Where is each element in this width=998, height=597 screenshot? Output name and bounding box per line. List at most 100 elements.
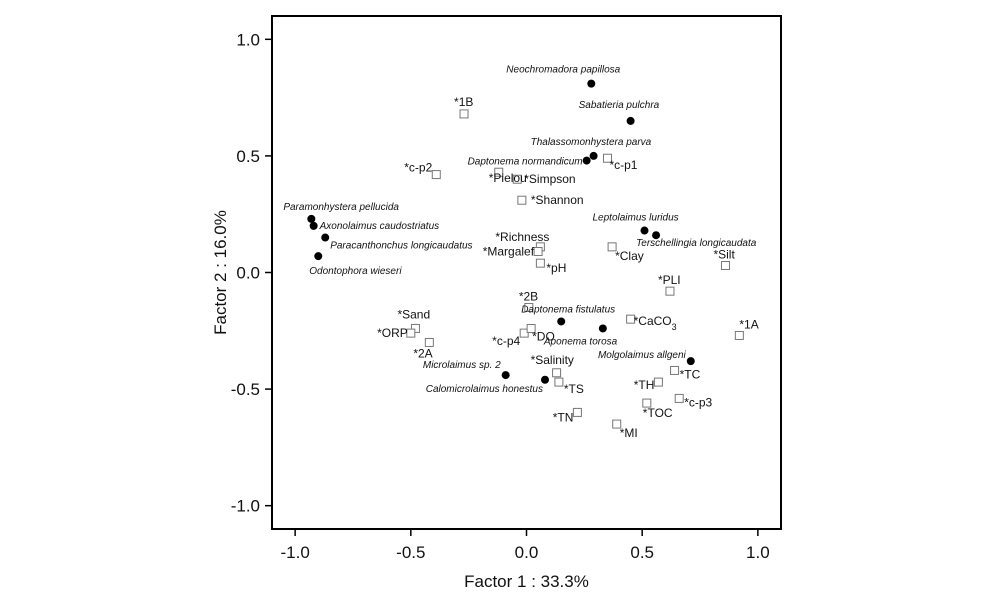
species-point-daptonema-fistulatus [557,317,566,326]
species-point-daptonema-normandicum [582,156,591,165]
species-label-microlaimus-sp-2: Microlaimus sp. 2 [423,360,501,371]
species-label-daptonema-normandicum: Daptonema normandicum [468,157,583,168]
species-point-aponema-torosa [598,324,607,333]
variable-point-c-p2 [431,170,441,180]
y-tick-label: 0.5 [236,147,260,166]
variable-label-do: *DO [532,329,555,343]
variable-label-tn: *TN [553,410,574,424]
variable-point-ts [554,377,564,387]
variable-label-toc: *TOC [643,406,673,420]
variable-point-ph [535,258,545,268]
variable-label-c-p4: *c-p4 [492,334,520,348]
species-point-odontophora-wieseri [314,252,323,261]
variable-label-1a: *1A [739,317,758,331]
variable-point-c-p4 [519,328,529,338]
species-point-calomicrolaimus-honestus [541,375,550,384]
species-label-daptonema-fistulatus: Daptonema fistulatus [521,304,615,315]
variable-label-th: *TH [634,378,655,392]
x-tick-label: 0.0 [515,543,539,562]
variable-point-orp [406,328,416,338]
variable-point-pli [665,286,675,296]
x-tick-label: -1.0 [280,543,309,562]
species-label-terschellingia-longicaudata: Terschellingia longicaudata [636,238,757,249]
species-label-axonolaimus-caudostriatus: Axonolaimus caudostriatus [319,221,440,232]
species-label-thalassomonhystera-parva: Thalassomonhystera parva [531,137,652,148]
y-tick-label: -1.0 [231,497,260,516]
variable-point-silt [720,261,730,271]
species-label-aponema-torosa: Aponema torosa [543,336,618,347]
variable-point-th [653,377,663,387]
variable-label-ts: *TS [564,382,584,396]
variable-label-margalef: *Margalef [483,245,535,259]
y-tick-label: 0.0 [236,264,260,283]
y-tick-label: 1.0 [236,30,260,49]
variable-point-toc [642,398,652,408]
variable-point-pielou [494,167,504,177]
species-label-neochromadora-papillosa: Neochromadora papillosa [506,65,620,76]
variable-point-c-p1 [602,153,612,163]
variable-label-shannon: *Shannon [531,193,584,207]
variable-point-sand [410,323,420,333]
variable-point-mi [612,419,622,429]
variable-point-tn [572,407,582,417]
variable-label-mi: *MI [620,426,638,440]
variable-label-simpson: *Simpson [524,172,575,186]
variable-label-caco3: *CaCO3 [634,314,677,332]
variable-point-clay [607,242,617,252]
species-point-paracanthonchus-longicaudatus [321,233,330,242]
variable-label-c-p3: *c-p3 [684,395,712,409]
species-point-terschellingia-longicaudata [652,231,661,240]
variable-label-2a: *2A [413,346,432,360]
species-point-thalassomonhystera-parva [589,151,598,160]
variable-point-c-p3 [674,393,684,403]
point-labels: Neochromadora papillosa Sabatieria pulchr… [283,65,758,440]
x-axis-title: Factor 1 : 33.3% [464,572,589,591]
variable-point-2b [524,302,534,312]
variable-label-richness: *Richness [495,230,549,244]
species-point-axonolaimus-caudostriatus [309,221,318,230]
species-label-odontophora-wieseri: Odontophora wieseri [309,266,402,277]
variable-label-2b: *2B [519,289,538,303]
species-label-calomicrolaimus-honestus: Calomicrolaimus honestus [426,384,543,395]
species-label-leptolaimus-luridus: Leptolaimus luridus [592,213,678,224]
variable-label-ph: *pH [546,261,566,275]
data-points [307,79,744,429]
variable-point-1a [734,330,744,340]
species-point-sabatieria-pulchra [626,116,635,125]
variable-label-pielou: *Pielou [489,171,527,185]
species-label-molgolaimus-allgeni: Molgolaimus allgeni [598,350,687,361]
species-point-molgolaimus-allgeni [686,357,695,366]
axis-ticks: -1.0 -0.5 0.0 0.5 1.0 1.0 0.5 0.0 -0.5 -1.0 [231,30,770,562]
species-label-paracanthonchus-longicaudatus: Paracanthonchus longicaudatus [330,241,472,252]
variable-point-do [526,323,536,333]
variable-label-tc: *TC [680,367,701,381]
species-point-microlaimus-sp-2 [501,371,510,380]
variable-label-clay: *Clay [615,249,644,263]
variable-point-2a [424,337,434,347]
y-tick-label: -0.5 [231,380,260,399]
species-label-sabatieria-pulchra: Sabatieria pulchra [579,100,660,111]
variable-point-salinity [552,368,562,378]
variable-label-pli: *PLI [658,273,681,287]
variable-label-c-p2: *c-p2 [404,161,432,175]
x-tick-label: -0.5 [396,543,425,562]
variable-label-1b: *1B [454,95,473,109]
variable-point-1b [459,109,469,119]
variable-label-silt: *Silt [713,248,735,262]
species-point-paramonhystera-pellucida [307,214,316,223]
species-label-paramonhystera-pellucida: Paramonhystera pellucida [283,202,399,213]
species-point-neochromadora-papillosa [587,79,596,88]
variable-point-caco3 [626,314,636,324]
x-tick-label: 1.0 [746,543,770,562]
y-axis-title: Factor 2 : 16.0% [211,210,230,335]
variable-label-c-p1: *c-p1 [609,158,637,172]
x-tick-label: 0.5 [630,543,654,562]
variable-point-tc [670,365,680,375]
variable-label-orp: *ORP [377,326,408,340]
variable-point-shannon [517,195,527,205]
variable-point-simpson [512,174,522,184]
species-point-leptolaimus-luridus [640,226,649,235]
variable-label-salinity: *Salinity [531,353,574,367]
variable-label-sand: *Sand [397,307,430,321]
